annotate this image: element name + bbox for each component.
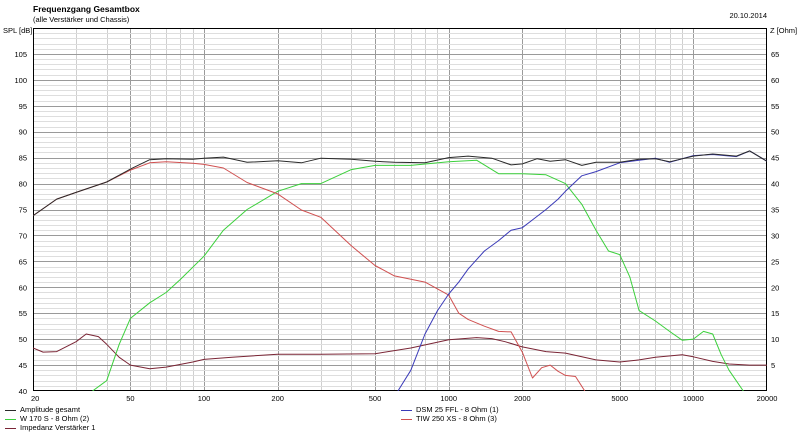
y-tick-label-left: 105: [14, 50, 27, 59]
series-line-4: [397, 150, 767, 391]
x-tick-label: 1000: [440, 394, 457, 403]
y-tick-label-right: 30: [771, 231, 779, 240]
y-tick-label-left: 75: [19, 206, 27, 215]
x-tick-label: 20000: [757, 394, 778, 403]
series-line-2: [92, 159, 744, 391]
series-line-1: [33, 150, 767, 217]
y-tick-label-right: 65: [771, 50, 779, 59]
chart-subtitle: (alle Verstärker und Chassis): [33, 15, 130, 24]
x-tick-label: 10000: [683, 394, 704, 403]
grid: [33, 28, 767, 391]
x-tick-label: 200: [271, 394, 284, 403]
y-tick-label-right: 10: [771, 335, 779, 344]
x-tick-label: 50: [126, 394, 134, 403]
y-tick-label-right: 60: [771, 76, 779, 85]
y-tick-label-right: 55: [771, 102, 779, 111]
y-tick-label-right: 50: [771, 128, 779, 137]
y-tick-label-left: 55: [19, 309, 27, 318]
plot-frame: [33, 28, 767, 391]
y-axis-label-left: SPL [dB]: [3, 26, 32, 35]
x-tick-label: 2000: [514, 394, 531, 403]
y-tick-label-left: 60: [19, 283, 27, 292]
y-tick-label-left: 95: [19, 102, 27, 111]
y-tick-label-right: 45: [771, 154, 779, 163]
y-tick-label-left: 80: [19, 180, 27, 189]
y-tick-label-right: 5: [771, 361, 775, 370]
y-tick-label-right: 20: [771, 283, 779, 292]
x-tick-label: 5000: [611, 394, 628, 403]
y-tick-label-left: 65: [19, 257, 27, 266]
series-line-5: [33, 161, 586, 391]
chart-title: Frequenzgang Gesamtbox: [33, 4, 140, 14]
y-tick-label-right: 35: [771, 206, 779, 215]
y-tick-label-left: 45: [19, 361, 27, 370]
chart-date: 20.10.2014: [729, 11, 767, 20]
y-tick-label-right: 15: [771, 309, 779, 318]
y-tick-label-right: 40: [771, 180, 779, 189]
y-tick-label-left: 50: [19, 335, 27, 344]
x-tick-label: 100: [198, 394, 211, 403]
y-tick-label-left: 40: [19, 387, 27, 396]
y-tick-label-left: 100: [14, 76, 27, 85]
y-axis-label-right: Z [Ohm]: [770, 26, 797, 35]
series-group: [33, 150, 767, 391]
y-tick-label-left: 90: [19, 128, 27, 137]
y-tick-label-left: 85: [19, 154, 27, 163]
y-tick-label-right: 25: [771, 257, 779, 266]
x-tick-label: 500: [369, 394, 382, 403]
series-line-3: [33, 333, 767, 370]
x-tick-label: 20: [31, 394, 39, 403]
y-tick-label-left: 70: [19, 231, 27, 240]
